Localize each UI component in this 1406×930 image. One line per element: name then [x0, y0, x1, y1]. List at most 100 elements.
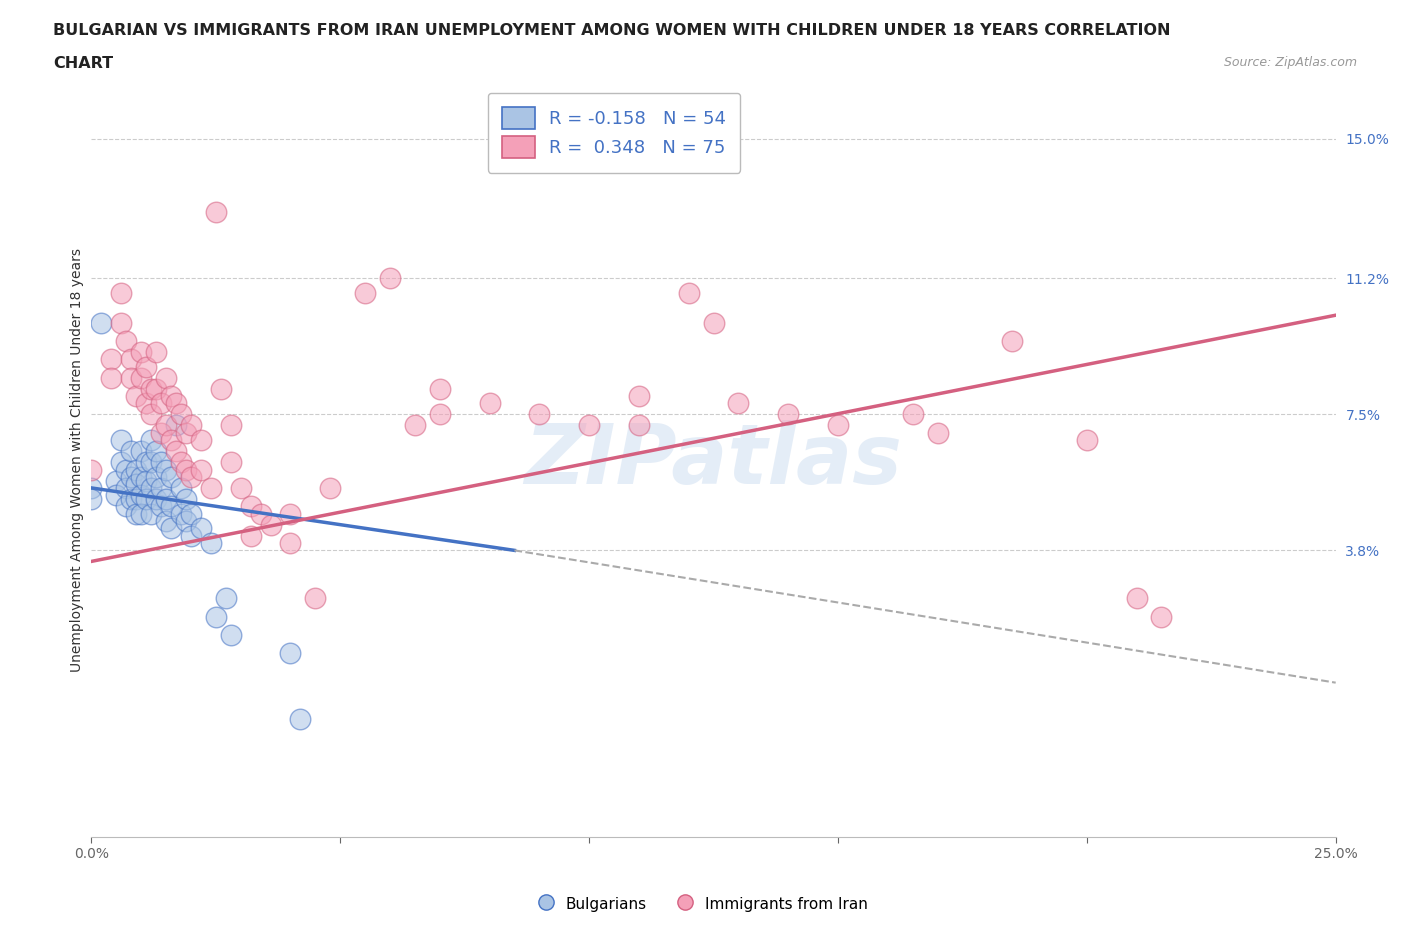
Point: [290, 712, 312, 727]
Point: [80, 491, 103, 506]
Point: [170, 481, 193, 496]
Point: [304, 591, 326, 605]
Point: [180, 470, 202, 485]
Point: [145, 444, 167, 458]
Point: [190, 462, 212, 477]
Point: [110, 455, 132, 470]
Point: [1001, 334, 1024, 349]
Point: [155, 418, 177, 432]
Point: [170, 407, 193, 422]
Point: [150, 498, 173, 513]
Point: [110, 432, 132, 447]
Point: [129, 344, 152, 359]
Point: [319, 481, 342, 496]
Point: [165, 444, 187, 458]
Point: [404, 418, 426, 432]
Point: [529, 407, 551, 422]
Legend: R = -0.158   N = 54, R =  0.348   N = 75: R = -0.158 N = 54, R = 0.348 N = 75: [488, 93, 741, 173]
Point: [160, 498, 183, 513]
Point: [125, 477, 148, 492]
Point: [125, 491, 148, 506]
Point: [429, 407, 451, 422]
Point: [174, 513, 197, 528]
Point: [170, 506, 193, 521]
Point: [150, 481, 173, 496]
Point: [901, 407, 924, 422]
Point: [135, 396, 157, 411]
Point: [150, 425, 173, 440]
Point: [155, 491, 177, 506]
Point: [155, 513, 177, 528]
Point: [125, 389, 148, 404]
Legend: Bulgarians, Immigrants from Iran: Bulgarians, Immigrants from Iran: [531, 889, 875, 918]
Point: [209, 381, 232, 396]
Point: [120, 370, 142, 385]
Point: [129, 444, 152, 458]
Point: [215, 591, 238, 605]
Point: [145, 344, 167, 359]
Point: [702, 315, 725, 330]
Point: [205, 609, 228, 624]
Point: [120, 444, 142, 458]
Point: [160, 470, 183, 485]
Point: [160, 521, 183, 536]
Point: [139, 455, 162, 470]
Point: [200, 481, 222, 496]
Text: CHART: CHART: [53, 56, 114, 71]
Point: [174, 491, 197, 506]
Point: [145, 470, 167, 485]
Point: [280, 645, 302, 660]
Point: [105, 488, 128, 503]
Point: [280, 536, 302, 551]
Point: [155, 370, 177, 385]
Point: [678, 286, 700, 300]
Point: [129, 488, 152, 503]
Point: [165, 396, 187, 411]
Point: [190, 432, 212, 447]
Point: [135, 455, 157, 470]
Point: [827, 418, 849, 432]
Point: [160, 389, 183, 404]
Point: [110, 315, 132, 330]
Point: [205, 205, 228, 219]
Text: ZIPatlas: ZIPatlas: [524, 419, 903, 501]
Point: [378, 271, 401, 286]
Point: [80, 481, 103, 496]
Point: [139, 381, 162, 396]
Point: [115, 334, 138, 349]
Point: [115, 481, 138, 496]
Point: [219, 628, 242, 643]
Point: [354, 286, 377, 300]
Point: [129, 470, 152, 485]
Point: [90, 315, 112, 330]
Point: [180, 528, 202, 543]
Point: [155, 462, 177, 477]
Point: [135, 491, 157, 506]
Point: [280, 506, 302, 521]
Point: [129, 370, 152, 385]
Point: [180, 506, 202, 521]
Point: [80, 462, 103, 477]
Point: [170, 455, 193, 470]
Point: [229, 481, 252, 496]
Point: [139, 481, 162, 496]
Point: [135, 473, 157, 488]
Point: [239, 498, 262, 513]
Point: [100, 370, 122, 385]
Point: [1076, 432, 1098, 447]
Point: [219, 418, 242, 432]
Y-axis label: Unemployment Among Women with Children Under 18 years: Unemployment Among Women with Children U…: [70, 248, 84, 672]
Point: [120, 470, 142, 485]
Point: [160, 432, 183, 447]
Point: [145, 491, 167, 506]
Point: [139, 432, 162, 447]
Point: [125, 506, 148, 521]
Point: [165, 418, 187, 432]
Point: [125, 462, 148, 477]
Point: [115, 498, 138, 513]
Point: [578, 418, 600, 432]
Point: [150, 396, 173, 411]
Point: [239, 528, 262, 543]
Point: [174, 425, 197, 440]
Point: [249, 506, 271, 521]
